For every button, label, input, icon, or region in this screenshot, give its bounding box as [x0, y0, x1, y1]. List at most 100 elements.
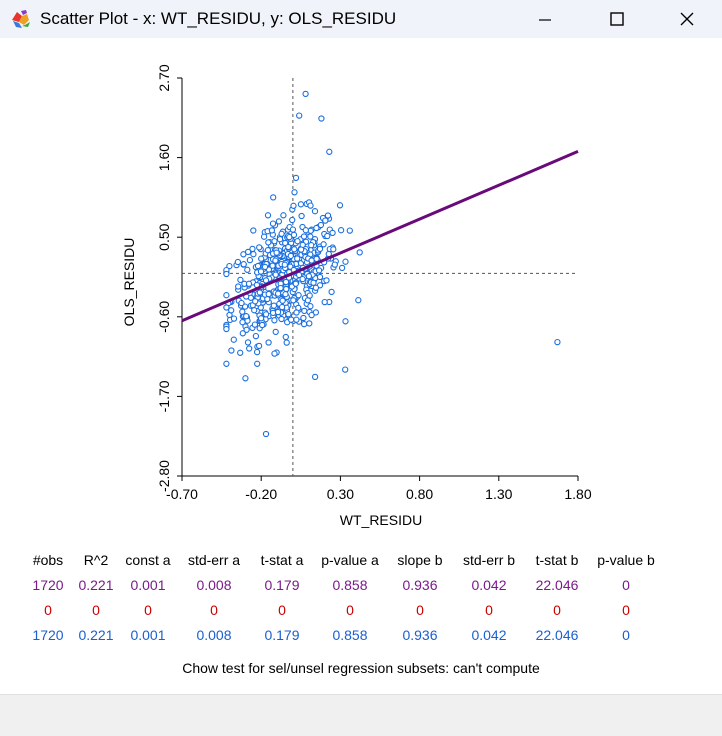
scatter-point	[259, 321, 266, 329]
stats-value-cell: 0.936	[402, 576, 438, 593]
scatter-point	[293, 316, 300, 323]
scatter-point	[264, 212, 272, 219]
scatter-point	[262, 311, 270, 318]
scatter-point	[299, 275, 306, 283]
scatter-point	[293, 309, 300, 316]
scatter-point	[223, 360, 230, 367]
scatter-point	[223, 304, 230, 311]
scatter-point	[282, 291, 289, 298]
maximize-button[interactable]	[582, 0, 652, 38]
scatter-point	[262, 430, 270, 438]
stats-header-cell: t-stat a	[260, 551, 304, 568]
scatter-point	[294, 255, 301, 262]
scatter-point	[269, 220, 277, 227]
scatter-point	[228, 307, 235, 314]
scatter-point	[237, 349, 244, 356]
scatter-point	[234, 258, 242, 266]
x-tick-label: 1.30	[485, 486, 512, 502]
scatter-point	[256, 289, 263, 296]
scatter-point	[320, 241, 327, 248]
scatter-point	[277, 284, 284, 292]
scatter-point	[356, 249, 363, 256]
stats-value-cell: 0	[485, 601, 493, 618]
scatter-point	[287, 252, 294, 260]
scatter-point	[322, 217, 329, 224]
stats-header-cell: p-value b	[597, 551, 655, 568]
scatter-point	[342, 366, 349, 373]
scatter-point	[270, 302, 278, 309]
scatter-point	[254, 262, 262, 270]
x-axis-title: WT_RESIDU	[340, 512, 422, 528]
stats-row-all: 1720 0.221 0.001 0.008 0.179 0.858 0.936 0.042 2…	[22, 572, 662, 597]
close-icon	[680, 12, 694, 26]
scatter-point	[324, 212, 332, 219]
scatter-point	[223, 325, 230, 333]
scatter-plot[interactable]: -0.70 -0.20 0.30 0.80 1.30 1.80 2.70 1.60 0.50 -0…	[0, 38, 722, 538]
stats-header-cell: std-err b	[462, 551, 516, 568]
scatter-point	[290, 202, 297, 209]
stats-value-cell: 0	[92, 601, 100, 618]
stats-value-cell: 0.001	[130, 626, 166, 643]
scatter-point	[326, 148, 333, 155]
scatter-point	[230, 315, 238, 322]
scatter-point	[258, 255, 265, 262]
scatter-point	[255, 342, 263, 350]
scatter-point	[285, 243, 292, 251]
stats-value-cell: 0.008	[196, 626, 232, 643]
scatter-point	[261, 263, 269, 271]
scatter-point	[554, 338, 561, 346]
stats-value-cell: 0.936	[402, 626, 438, 643]
scatter-point	[313, 255, 320, 263]
scatter-point	[250, 227, 257, 234]
scatter-point	[250, 251, 257, 258]
scatter-point	[300, 314, 307, 322]
scatter-point	[257, 315, 265, 322]
scatter-point	[297, 246, 305, 253]
scatter-point	[243, 313, 250, 320]
scatter-point	[311, 373, 319, 381]
scatter-point	[237, 276, 244, 284]
scatter-point	[239, 319, 246, 326]
scatter-point	[324, 232, 331, 240]
stats-value-cell: 0	[144, 601, 152, 618]
scatter-point	[315, 267, 323, 274]
minimize-button[interactable]	[510, 0, 580, 38]
scatter-point	[276, 236, 284, 243]
geoda-app-icon	[12, 10, 30, 28]
x-tick-label: 1.80	[564, 486, 591, 502]
scatter-point	[272, 328, 279, 336]
scatter-point	[265, 290, 272, 298]
minimize-icon	[539, 19, 551, 21]
stats-value-cell: 0	[210, 601, 218, 618]
y-tick-label: -2.80	[156, 460, 172, 492]
scatter-point	[268, 227, 276, 234]
scatter-point	[289, 226, 297, 233]
scatter-point	[244, 266, 251, 273]
window-title: Scatter Plot - x: WT_RESIDU, y: OLS_RESI…	[40, 9, 397, 28]
scatter-point	[275, 218, 283, 225]
scatter-point	[317, 221, 325, 229]
scatter-plot-panel: -0.70 -0.20 0.30 0.80 1.30 1.80 2.70 1.60 0.50 -0…	[0, 38, 722, 694]
chow-test-text: Chow test for sel/unsel regression subse…	[182, 660, 540, 676]
scatter-point	[282, 333, 289, 341]
scatter-point	[342, 258, 349, 265]
regression-line	[181, 150, 579, 323]
maximize-icon	[610, 12, 624, 26]
scatter-point	[295, 271, 303, 279]
close-button[interactable]	[652, 0, 722, 38]
stats-value-cell: 0	[346, 601, 354, 618]
stats-header-cell: slope b	[397, 551, 443, 568]
scatter-point	[260, 233, 268, 240]
scatter-point	[252, 298, 259, 305]
y-tick-label: 2.70	[156, 64, 172, 91]
stats-value-cell: 0	[553, 601, 561, 618]
scatter-point	[300, 320, 308, 328]
scatter-point	[296, 112, 303, 119]
scatter-point	[282, 278, 290, 286]
scatter-point	[307, 233, 314, 240]
scatter-point	[282, 239, 289, 247]
scatter-point	[291, 189, 298, 196]
y-axis-title: OLS_RESIDU	[121, 238, 137, 327]
stats-value-cell: 0.221	[78, 576, 114, 593]
scatter-point	[283, 339, 290, 346]
